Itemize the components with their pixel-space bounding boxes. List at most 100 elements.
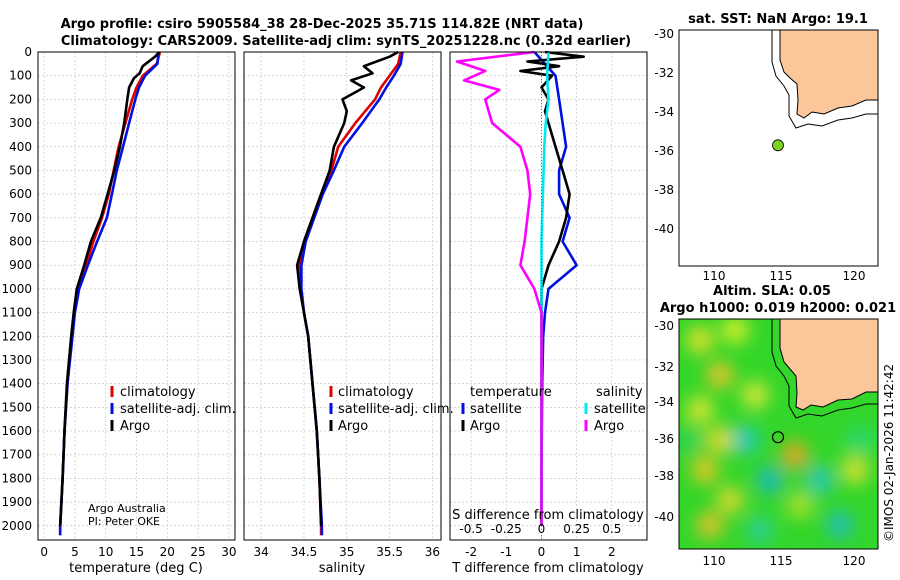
- title-line-2: Climatology: CARS2009. Satellite-adj cli…: [61, 34, 631, 49]
- depth-tick-label: 1400: [1, 377, 32, 391]
- sst-ytick: -32: [654, 66, 674, 80]
- difference-grid: [450, 51, 647, 540]
- depth-tick-label: 1000: [1, 282, 32, 296]
- sla-anomaly-blob: [787, 492, 813, 518]
- depth-tick-label: 100: [9, 69, 32, 83]
- temperature-lines: [58, 51, 162, 536]
- sla-anomaly-blob: [842, 457, 868, 483]
- depth-tick-label: 1100: [1, 306, 32, 320]
- temperature-xlabel: temperature (deg C): [69, 561, 203, 576]
- sst-xtick: 110: [703, 269, 726, 283]
- sst-map-frame: [678, 29, 879, 267]
- sst-ytick: -38: [654, 183, 674, 197]
- sst-ytick: -36: [654, 144, 674, 158]
- sla-map-title-2: Argo h1000: 0.019 h2000: 0.021: [660, 301, 896, 316]
- x2-tick-label: 0: [538, 522, 546, 536]
- x-tick-label: 20: [160, 545, 175, 559]
- legend-argo-label: Argo: [338, 419, 368, 434]
- sla-anomaly-blob: [717, 487, 743, 513]
- x2-tick-label: 0.5: [602, 522, 621, 536]
- sst-map-yticks: -30 -32 -34 -36 -38 -40: [654, 27, 674, 236]
- sla-xtick: 110: [703, 554, 726, 568]
- series-line-satellite-adj-clim-: [300, 51, 404, 536]
- legend-t-argo-label: Argo: [470, 419, 500, 434]
- depth-tick-label: 1700: [1, 448, 32, 462]
- x-tick-label: 5: [71, 545, 79, 559]
- sla-anomaly-blob: [732, 427, 758, 453]
- depth-tick-label: 400: [9, 140, 32, 154]
- sla-anomaly-blob: [707, 427, 733, 453]
- sst-xtick: 115: [770, 269, 793, 283]
- x2-tick-label: 0.25: [563, 522, 590, 536]
- x-tick-label: 0: [538, 545, 546, 559]
- sla-anomaly-blob: [757, 467, 783, 493]
- depth-tick-label: 1900: [1, 495, 32, 509]
- axis-ticks: 0 5 10 15 20 25 30 34 34.5 35 35.5 36 -2 -1 0 1 20100200…: [1, 45, 621, 559]
- sst-ytick: -34: [654, 105, 674, 119]
- salinity-lines: [295, 50, 404, 536]
- salinity-legend: climatology satellite-adj. clim. Argo: [329, 385, 454, 434]
- sla-xtick: 115: [770, 554, 793, 568]
- temperature-legend: climatology satellite-adj. clim. Argo: [110, 385, 236, 434]
- sla-anomaly-blob: [707, 362, 733, 388]
- legend-satellite-label: satellite-adj. clim.: [338, 402, 454, 417]
- x-tick-label: 36: [425, 545, 440, 559]
- x-tick-label: 35.5: [376, 545, 403, 559]
- x-tick-label: 30: [221, 545, 236, 559]
- salinity-axes: [243, 51, 442, 541]
- profile-location-marker: [772, 139, 784, 152]
- depth-tick-label: 700: [9, 211, 32, 225]
- sla-map: [679, 319, 878, 549]
- sla-anomaly-blob: [847, 427, 873, 453]
- sla-anomaly-blob: [679, 427, 703, 453]
- legend-climatology-label: climatology: [120, 385, 196, 400]
- sla-map-frame: [678, 318, 879, 550]
- legend-salinity-title: salinity: [596, 385, 643, 400]
- sla-map-yticks: -30 -32 -34 -36 -38 -40: [654, 319, 674, 524]
- legend-s-satellite-label: satellite: [594, 402, 646, 417]
- series-line-climatology: [298, 51, 402, 536]
- salinity-grid: [244, 51, 441, 540]
- sla-anomaly-blob: [742, 382, 768, 408]
- depth-tick-label: 600: [9, 187, 32, 201]
- x-tick-label: 10: [98, 545, 113, 559]
- sst-ytick: -30: [654, 27, 674, 41]
- depth-tick-label: 1800: [1, 471, 32, 485]
- isobath-line: [771, 30, 878, 129]
- australia-land: [779, 319, 878, 411]
- x2-tick-label: -0.25: [491, 522, 522, 536]
- depth-tick-label: 800: [9, 235, 32, 249]
- x-tick-label: 34: [253, 545, 268, 559]
- x-tick-label: 25: [190, 545, 205, 559]
- sst-xtick: 120: [843, 269, 866, 283]
- sla-ytick: -36: [654, 432, 674, 446]
- sst-map-xticks: 110 115 120: [703, 269, 866, 283]
- legend-climatology-label: climatology: [338, 385, 414, 400]
- legend-temperature-title: temperature: [470, 385, 552, 400]
- sst-map: [679, 30, 878, 266]
- x2-tick-label: -0.5: [459, 522, 482, 536]
- sla-map-title-1: Altim. SLA: 0.05: [713, 284, 831, 299]
- sla-ytick: -32: [654, 360, 674, 374]
- credit-line-2: PI: Peter OKE: [88, 515, 160, 528]
- temperature-axes: [37, 51, 236, 541]
- sla-ytick: -34: [654, 395, 674, 409]
- depth-tick-label: 1300: [1, 353, 32, 367]
- depth-tick-label: 500: [9, 163, 32, 177]
- sst-map-title: sat. SST: NaN Argo: 19.1: [688, 12, 868, 27]
- difference-lines: [455, 50, 586, 540]
- x-tick-label: 0: [40, 545, 48, 559]
- sst-ytick: -40: [654, 222, 674, 236]
- depth-tick-label: 300: [9, 116, 32, 130]
- sla-xtick: 120: [843, 554, 866, 568]
- depth-tick-label: 200: [9, 92, 32, 106]
- x-tick-label: 35: [339, 545, 354, 559]
- depth-tick-label: 900: [9, 258, 32, 272]
- depth-tick-label: 1500: [1, 400, 32, 414]
- isobath-line: [771, 319, 878, 419]
- difference-axes: [449, 51, 648, 541]
- sla-ytick: -40: [654, 510, 674, 524]
- series-line-s-argo: [455, 50, 543, 526]
- sla-anomaly-blob: [782, 442, 808, 468]
